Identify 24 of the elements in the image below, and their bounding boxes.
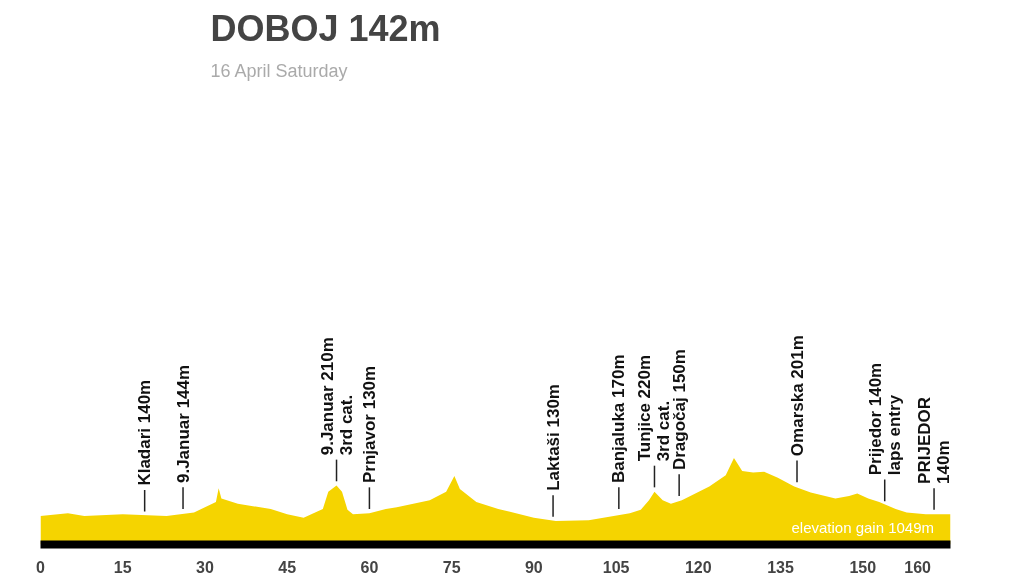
annotation: Kladari 140m [135,379,155,486]
x-tick-label: 105 [602,558,630,576]
x-tick-label: 30 [196,558,214,576]
x-tick-label: 160 [904,558,932,576]
annotation: PRIJEDOR 140m [915,396,954,484]
x-tick-label: 15 [113,558,132,576]
x-tick-label: 150 [849,558,877,576]
x-tick-label: 135 [767,558,795,576]
annotation: Omarska 201m [787,335,807,457]
annotation: 9.Januar 210m 3rd cat. [317,337,356,456]
annotation: elevation gain 1049m [791,518,935,536]
x-tick-label: 75 [442,558,461,576]
x-tick-label: 90 [524,558,543,576]
annotation: Prnjavor 130m [359,365,379,484]
annotation: Laktaši 130m [543,384,563,491]
chart-subtitle: 16 April Saturday [210,60,348,81]
annotation: 9.Januar 144m [173,364,193,484]
x-tick-label: 45 [278,558,297,576]
x-tick-label: 60 [360,558,379,576]
annotation: Prijedor 140m laps entry [865,362,904,476]
x-tick-label: 120 [684,558,712,576]
x-tick-label: 0 [36,558,46,576]
chart-title: DOBOJ 142m [210,7,441,49]
annotation: Banjaluka 170m [609,354,629,484]
